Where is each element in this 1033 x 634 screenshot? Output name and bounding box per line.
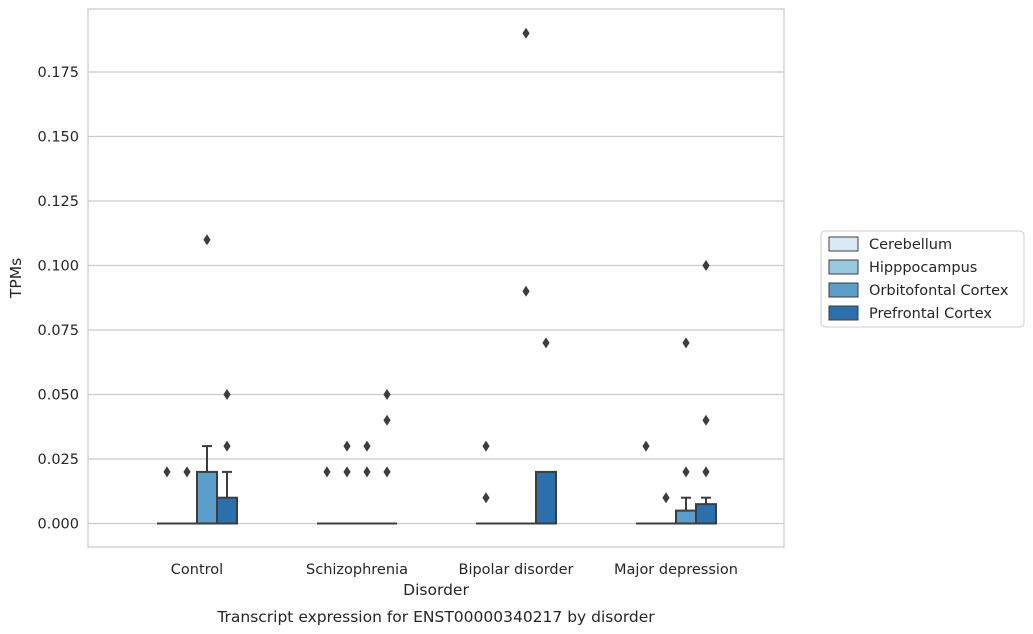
x-tick-label: Bipolar disorder [459,562,574,578]
outlier-point [363,466,371,478]
legend-label: Cerebellum [869,237,952,253]
outlier-point [482,440,490,452]
outlier-point [223,389,231,400]
grid-lines [88,71,784,525]
y-tick-label: 0.050 [37,388,79,404]
plot-frame [87,8,785,548]
box-plot-marks [157,27,717,525]
outlier-point [702,260,710,271]
x-tick-labels: Control Schizophrenia Bipolar disorder Majo… [171,562,738,578]
legend-swatch [828,236,859,252]
outlier-point [203,234,211,246]
legend-swatch [828,282,859,298]
legend-label: Hipppocampus [869,260,977,276]
y-tick-labels: 0.000 0.025 0.050 0.075 0.100 0.125 0.150 0.175 [37,65,79,533]
outlier-point [163,466,171,478]
legend-swatch [828,305,859,321]
outlier-point [682,466,690,478]
y-tick-label: 0.075 [37,323,79,339]
x-tick-label: Schizophrenia [306,562,408,578]
box [675,509,697,525]
outlier-point [223,440,231,452]
legend: Cerebellum Hipppocampus Orbitofontal Corte… [820,230,1025,328]
x-tick-label: Major depression [614,562,738,578]
box [196,470,218,525]
x-axis-label: Disorder [403,581,469,599]
legend-label: Orbitofontal Cortex [869,283,1009,299]
y-tick-label: 0.025 [37,452,79,468]
y-axis-label: TPMs [7,258,25,299]
y-tick-label: 0.000 [37,517,79,533]
outlier-point [343,466,351,478]
box [695,503,717,525]
y-tick-label: 0.150 [37,130,79,146]
outlier-point [702,466,710,478]
outlier-point [522,27,530,39]
legend-frame [820,230,1025,328]
outlier-point [383,414,391,426]
outlier-point [383,389,391,400]
box [216,496,238,525]
outlier-point [482,492,490,504]
outlier-point [542,337,550,349]
outlier-point [662,492,670,504]
outlier-point [363,440,371,452]
legend-swatch [828,259,859,275]
y-tick-label: 0.175 [37,65,79,81]
outlier-point [682,337,690,349]
outlier-point [343,440,351,452]
outlier-point [642,440,650,452]
outlier-point [383,466,391,478]
outlier-point [702,414,710,426]
y-tick-label: 0.100 [37,259,79,275]
y-tick-label: 0.125 [37,194,79,210]
box [535,470,557,525]
chart-title: Transcript expression for ENST0000034021… [216,608,655,626]
outlier-point [323,466,331,478]
outlier-point [183,466,191,478]
outlier-point [522,285,530,297]
legend-label: Prefrontal Cortex [869,306,992,322]
x-tick-label: Control [171,562,223,578]
